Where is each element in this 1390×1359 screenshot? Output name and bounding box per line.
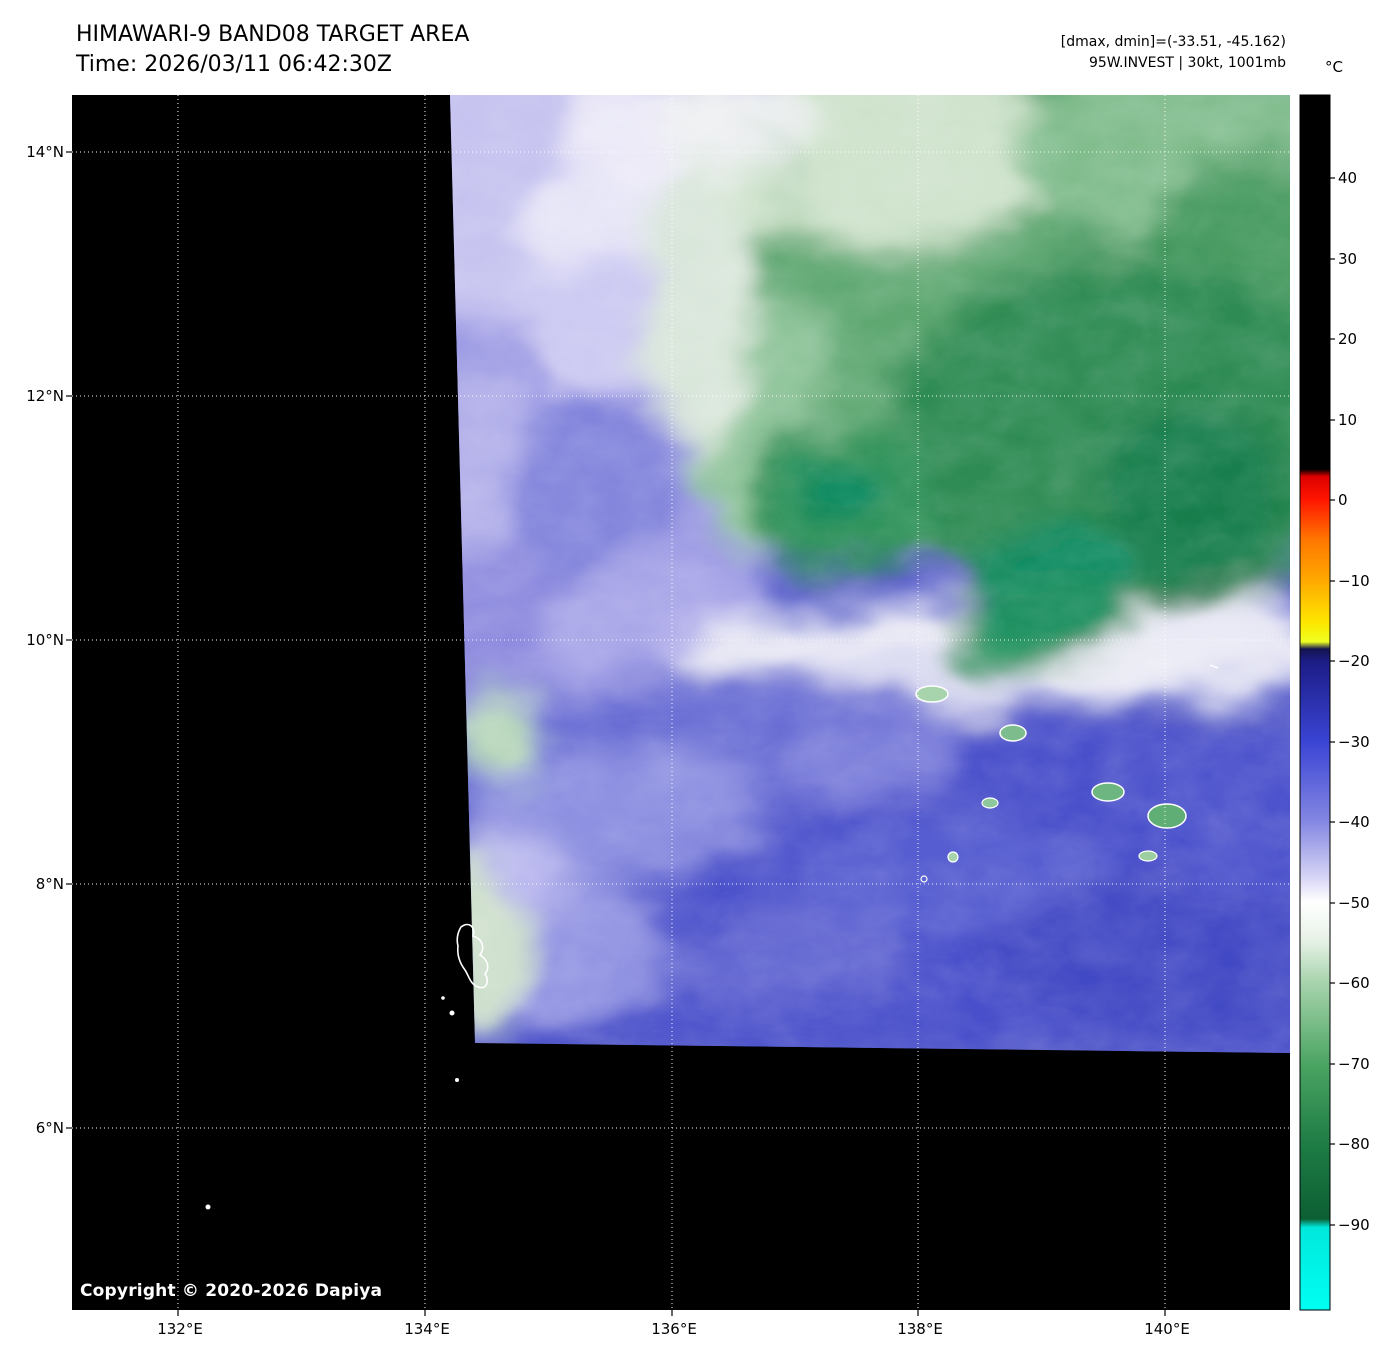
colorbar-tick-m10: −10 — [1338, 572, 1370, 590]
colorbar-tick-m40: −40 — [1338, 813, 1370, 831]
colorbar-tick-m20: −20 — [1338, 652, 1370, 670]
colorbar-tick-10: 10 — [1338, 411, 1358, 429]
dmax-dmin-label: [dmax, dmin]=(-33.51, -45.162) — [1060, 34, 1286, 50]
colorbar-tick-m80: −80 — [1338, 1135, 1370, 1153]
colorbar-tick-0: 0 — [1338, 491, 1348, 509]
colorbar-ticks — [1330, 177, 1335, 1226]
colorbar-tick-m30: −30 — [1338, 733, 1370, 751]
axis-ticks — [66, 151, 1166, 1316]
colorbar-tick-m60: −60 — [1338, 974, 1370, 992]
colorbar-tick-m50: −50 — [1338, 894, 1370, 912]
island-coastlines — [205, 664, 1219, 1210]
figure-title: HIMAWARI-9 BAND08 TARGET AREA — [76, 22, 470, 47]
y-tick-10n: 10°N — [26, 631, 64, 649]
y-tick-12n: 12°N — [26, 387, 64, 405]
colorbar-tick-20: 20 — [1338, 330, 1358, 348]
storm-info-label: 95W.INVEST | 30kt, 1001mb — [1088, 55, 1286, 71]
x-tick-134e: 134°E — [404, 1320, 450, 1338]
x-tick-136e: 136°E — [651, 1320, 697, 1338]
colorbar-tick-m70: −70 — [1338, 1055, 1370, 1073]
copyright-label: Copyright © 2020-2026 Dapiya — [80, 1281, 383, 1301]
y-tick-6n: 6°N — [35, 1119, 64, 1137]
texture-overlay — [450, 95, 1290, 1053]
colorbar-unit: °C — [1325, 58, 1343, 76]
gridlines — [72, 95, 1290, 1310]
figure-time: Time: 2026/03/11 06:42:30Z — [76, 52, 392, 77]
x-tick-132e: 132°E — [157, 1320, 203, 1338]
x-tick-140e: 140°E — [1144, 1320, 1190, 1338]
y-tick-8n: 8°N — [35, 875, 64, 893]
y-tick-14n: 14°N — [26, 143, 64, 161]
satellite-swath — [450, 95, 1290, 1053]
colorbar-tick-m90: −90 — [1338, 1216, 1370, 1234]
colorbar-bar — [1299, 94, 1335, 1311]
colorbar-tick-30: 30 — [1338, 250, 1358, 268]
colorbar-tick-40: 40 — [1338, 169, 1358, 187]
x-tick-138e: 138°E — [897, 1320, 943, 1338]
